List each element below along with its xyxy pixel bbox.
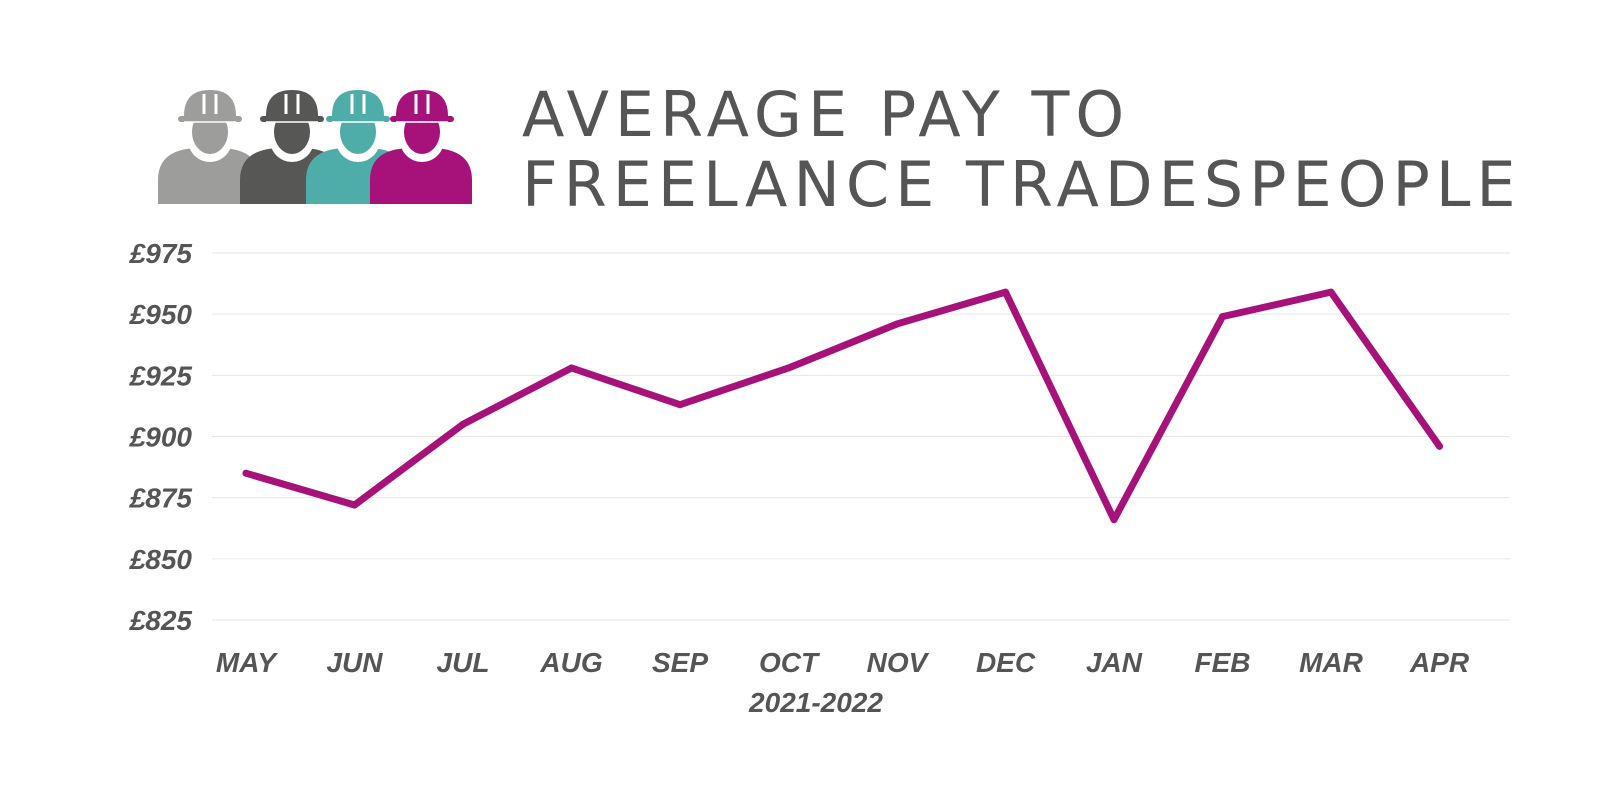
series-line — [242, 288, 1443, 524]
y-tick-label: £850 — [129, 544, 193, 575]
data-point — [1110, 516, 1118, 524]
data-point — [459, 420, 467, 428]
x-tick-label: FEB — [1195, 647, 1251, 678]
data-point — [1002, 288, 1009, 296]
chart-title-line-2: FREELANCE TRADESPEOPLE — [522, 148, 1522, 221]
data-point — [1327, 288, 1335, 296]
chart-title-line-1: AVERAGE PAY TO — [522, 78, 1131, 151]
gridlines — [212, 252, 1510, 621]
x-tick-label: JUN — [326, 647, 383, 678]
y-tick-label: £950 — [129, 299, 193, 330]
data-point — [1219, 313, 1226, 321]
x-tick-label: JAN — [1086, 647, 1143, 678]
series-group — [242, 288, 1443, 524]
data-point — [568, 364, 575, 372]
x-tick-label: MAY — [216, 647, 278, 678]
x-tick-label: APR — [1409, 647, 1470, 678]
x-tick-label: JUL — [437, 647, 490, 678]
data-point — [785, 364, 792, 372]
x-tick-label: SEP — [652, 647, 708, 678]
x-tick-label: DEC — [976, 647, 1036, 678]
data-point — [351, 501, 358, 509]
worker-figure — [158, 90, 260, 204]
x-axis-label: 2021-2022 — [748, 687, 883, 718]
x-tick-label: NOV — [867, 647, 930, 678]
construction-workers-icon — [150, 90, 490, 210]
y-axis-ticks: £825 £850 £875 £900 £925 £950 £975 — [129, 238, 193, 636]
worker-figure — [370, 90, 472, 204]
chart-title: AVERAGE PAY TO FREELANCE TRADESPEOPLE — [522, 80, 1522, 220]
y-tick-label: £925 — [129, 360, 193, 391]
data-point — [1436, 442, 1443, 450]
y-tick-label: £875 — [129, 483, 193, 514]
y-tick-label: £900 — [129, 422, 193, 453]
x-tick-label: AUG — [539, 647, 602, 678]
y-tick-label: £825 — [129, 605, 193, 636]
x-axis-ticks: MAY JUN JUL AUG SEP OCT NOV DEC JAN FEB MAR APR — [216, 647, 1470, 678]
data-point — [676, 401, 684, 409]
x-tick-label: MAR — [1299, 647, 1364, 678]
y-tick-label: £975 — [129, 238, 193, 269]
x-tick-label: OCT — [759, 647, 821, 678]
data-point — [242, 469, 250, 477]
data-point — [893, 320, 901, 328]
